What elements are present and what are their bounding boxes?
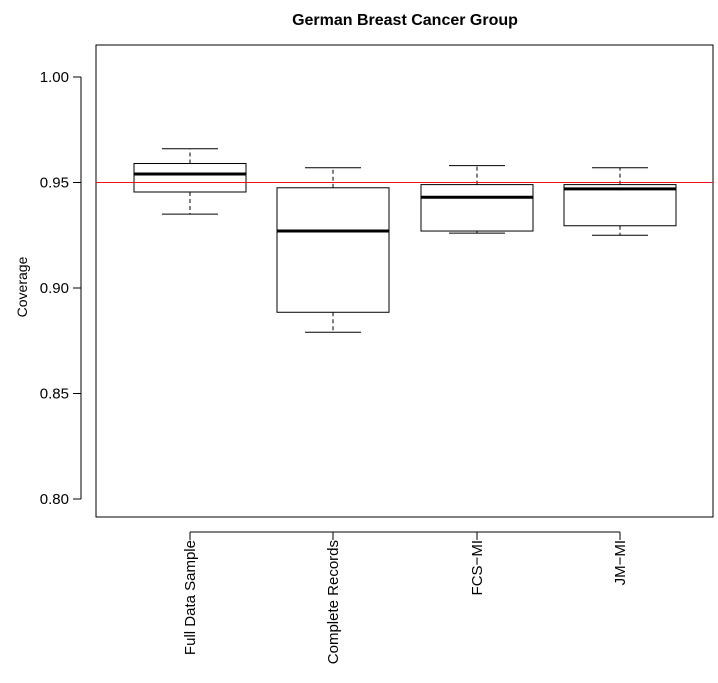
box-2 — [276, 167, 390, 333]
chart-title: German Breast Cancer Group — [292, 12, 518, 29]
boxplot-series — [133, 148, 677, 333]
box-4 — [563, 167, 677, 236]
iqr-box — [420, 184, 534, 232]
y-tick-label: 0.80 — [40, 491, 69, 508]
x-tick-label: Complete Records — [325, 540, 342, 664]
box-1 — [133, 148, 247, 215]
x-axis: Full Data Sample Complete Records FCS−MI JM… — [182, 531, 629, 664]
y-tick-label: 0.95 — [40, 175, 69, 192]
box-3 — [420, 165, 534, 234]
y-axis: 0.80 0.85 0.90 0.95 1.00 — [40, 69, 82, 508]
y-tick-label: 0.85 — [40, 386, 69, 403]
y-tick-label: 0.90 — [40, 280, 69, 297]
x-tick-label: FCS−MI — [469, 540, 486, 595]
iqr-box — [563, 184, 677, 227]
x-tick-label: JM−MI — [612, 540, 629, 585]
iqr-box — [133, 163, 247, 193]
plot-frame — [95, 44, 714, 518]
iqr-box — [276, 187, 390, 313]
y-axis-label: Coverage — [14, 256, 30, 317]
y-tick-label: 1.00 — [40, 69, 69, 86]
x-tick-label: Full Data Sample — [182, 540, 199, 655]
